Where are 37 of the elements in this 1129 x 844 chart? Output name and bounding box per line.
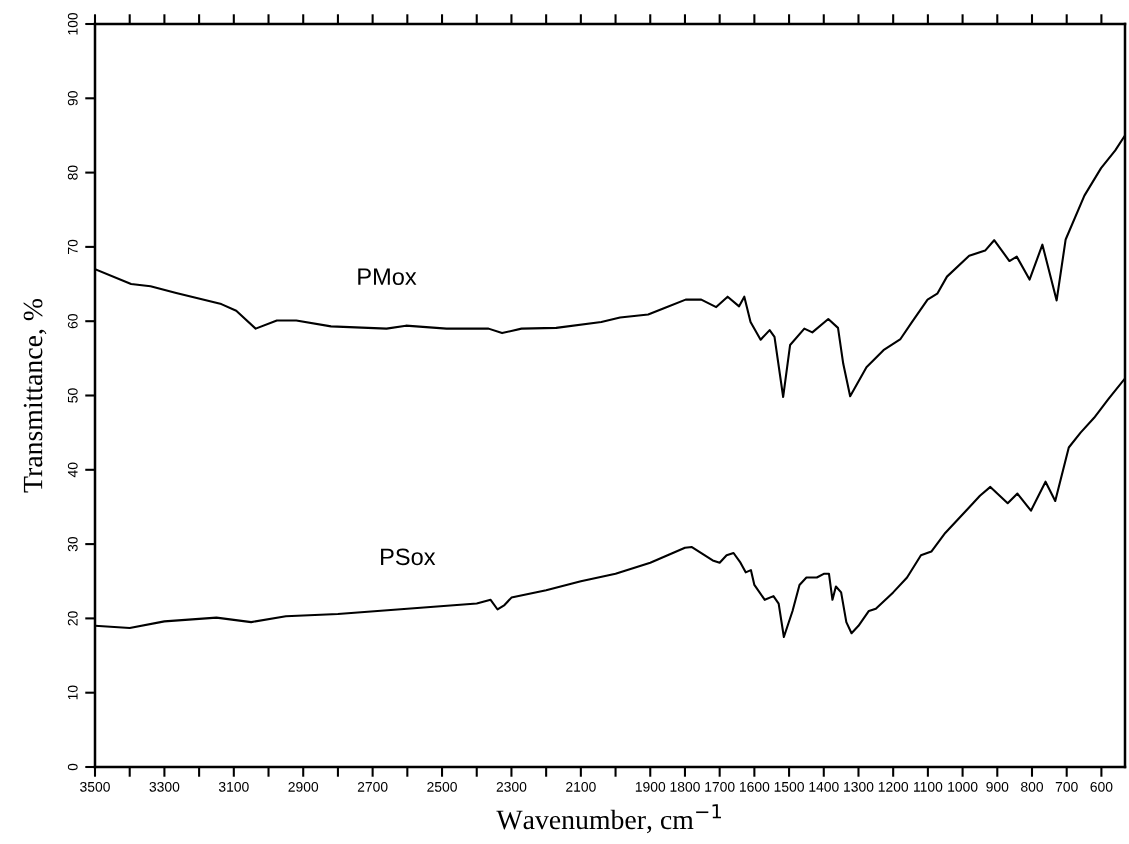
y-tick-label: 50 bbox=[67, 388, 78, 403]
x-tick-label: 1600 bbox=[739, 781, 770, 792]
x-tick-label: 2500 bbox=[427, 781, 457, 792]
x-tick-label: 1900 bbox=[635, 781, 666, 792]
x-tick-label: 900 bbox=[986, 781, 1009, 792]
x-axis-title: Wavenumber, cm$^{−1}$ bbox=[496, 804, 721, 834]
x-tick-label: 1200 bbox=[878, 781, 909, 792]
y-tick-label: 90 bbox=[67, 91, 78, 106]
y-tick-label: 30 bbox=[67, 536, 78, 552]
x-tick-label: 600 bbox=[1090, 781, 1113, 792]
x-tick-label: 800 bbox=[1021, 781, 1044, 792]
y-tick-label: 20 bbox=[67, 611, 78, 626]
y-tick-label: 60 bbox=[67, 314, 78, 329]
series-label: PMox bbox=[358, 268, 417, 286]
x-tick-label: 2900 bbox=[288, 781, 319, 792]
x-tick-label: 1500 bbox=[774, 781, 804, 792]
y-tick-label: 0 bbox=[67, 763, 78, 771]
series-label: PSox bbox=[381, 548, 436, 566]
x-tick-label: 3300 bbox=[149, 781, 180, 792]
y-tick-label: 70 bbox=[67, 239, 78, 254]
x-tick-label: 3100 bbox=[218, 781, 249, 792]
y-tick-label: 100 bbox=[67, 12, 78, 35]
x-tick-label: 1300 bbox=[844, 781, 874, 792]
x-tick-label: 1100 bbox=[914, 781, 943, 792]
x-tick-label: 2700 bbox=[357, 781, 388, 792]
y-tick-label: 80 bbox=[67, 165, 78, 180]
x-tick-label: 3500 bbox=[80, 781, 110, 792]
y-tick-label: 40 bbox=[67, 462, 78, 478]
y-axis-title: Transmittance, % bbox=[23, 298, 47, 493]
y-tick-label: 10 bbox=[67, 685, 78, 700]
x-tick-label: 1700 bbox=[705, 781, 735, 792]
x-tick-label: 700 bbox=[1055, 781, 1078, 792]
x-tick-label: 1800 bbox=[670, 781, 700, 792]
x-tick-label: 1400 bbox=[809, 781, 839, 792]
x-tick-label: 2100 bbox=[566, 781, 596, 792]
x-tick-label: 1000 bbox=[948, 781, 978, 792]
x-tick-label: 2300 bbox=[496, 781, 527, 792]
